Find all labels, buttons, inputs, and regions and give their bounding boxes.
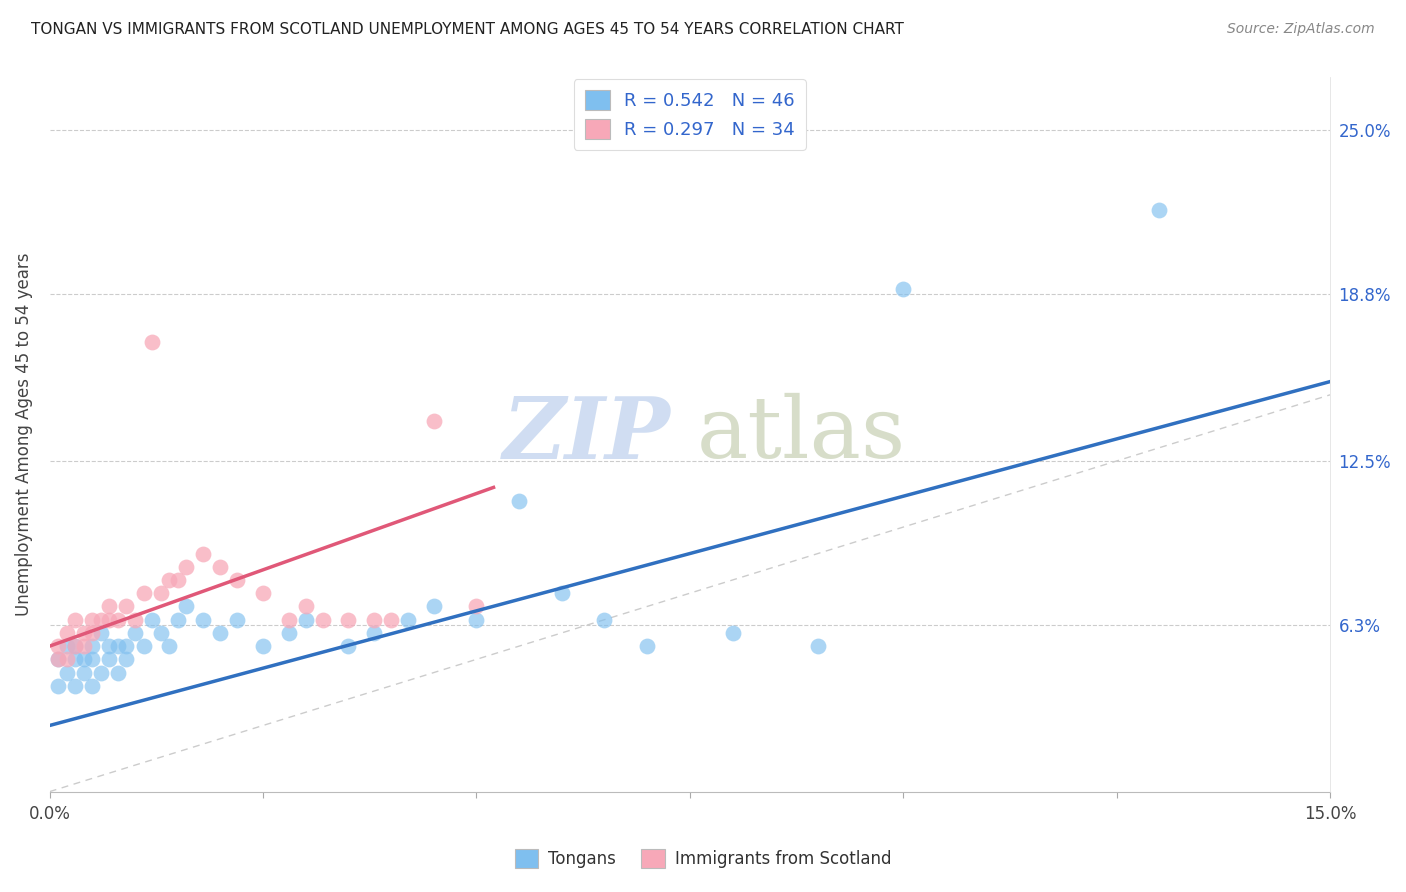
Point — [98, 652, 121, 666]
Point — [593, 613, 616, 627]
Point — [141, 613, 163, 627]
Point — [107, 639, 129, 653]
Point — [73, 665, 96, 680]
Point — [277, 613, 299, 627]
Point — [252, 639, 274, 653]
Point — [312, 613, 335, 627]
Point — [132, 639, 155, 653]
Point — [73, 626, 96, 640]
Point — [55, 665, 77, 680]
Point — [337, 613, 360, 627]
Point — [174, 559, 197, 574]
Point — [193, 613, 215, 627]
Point — [82, 613, 104, 627]
Point — [107, 665, 129, 680]
Point — [157, 639, 180, 653]
Point — [98, 599, 121, 614]
Point — [73, 652, 96, 666]
Point — [226, 573, 249, 587]
Point — [226, 613, 249, 627]
Point — [363, 626, 385, 640]
Text: TONGAN VS IMMIGRANTS FROM SCOTLAND UNEMPLOYMENT AMONG AGES 45 TO 54 YEARS CORREL: TONGAN VS IMMIGRANTS FROM SCOTLAND UNEMP… — [31, 22, 904, 37]
Point — [98, 639, 121, 653]
Point — [65, 639, 87, 653]
Text: atlas: atlas — [696, 393, 905, 476]
Point — [115, 599, 138, 614]
Point — [174, 599, 197, 614]
Point — [807, 639, 830, 653]
Point — [82, 652, 104, 666]
Point — [141, 334, 163, 349]
Point — [55, 639, 77, 653]
Point — [46, 652, 69, 666]
Point — [90, 665, 112, 680]
Point — [73, 639, 96, 653]
Point — [166, 573, 188, 587]
Point — [132, 586, 155, 600]
Point — [107, 613, 129, 627]
Point — [55, 652, 77, 666]
Point — [277, 626, 299, 640]
Point — [423, 414, 446, 428]
Point — [124, 626, 146, 640]
Point — [465, 599, 488, 614]
Point — [891, 282, 914, 296]
Point — [193, 547, 215, 561]
Point — [294, 599, 316, 614]
Point — [149, 586, 172, 600]
Text: ZIP: ZIP — [503, 392, 671, 476]
Point — [396, 613, 419, 627]
Point — [423, 599, 446, 614]
Point — [508, 493, 530, 508]
Point — [46, 639, 69, 653]
Point — [209, 626, 232, 640]
Point — [65, 639, 87, 653]
Point — [363, 613, 385, 627]
Y-axis label: Unemployment Among Ages 45 to 54 years: Unemployment Among Ages 45 to 54 years — [15, 252, 32, 616]
Point — [721, 626, 744, 640]
Point — [551, 586, 574, 600]
Point — [149, 626, 172, 640]
Point — [90, 613, 112, 627]
Point — [65, 679, 87, 693]
Point — [82, 679, 104, 693]
Point — [465, 613, 488, 627]
Point — [209, 559, 232, 574]
Point — [337, 639, 360, 653]
Point — [65, 613, 87, 627]
Point — [380, 613, 402, 627]
Point — [636, 639, 658, 653]
Point — [252, 586, 274, 600]
Point — [1149, 202, 1171, 217]
Text: Source: ZipAtlas.com: Source: ZipAtlas.com — [1227, 22, 1375, 37]
Legend: R = 0.542   N = 46, R = 0.297   N = 34: R = 0.542 N = 46, R = 0.297 N = 34 — [574, 79, 806, 150]
Point — [46, 679, 69, 693]
Point — [65, 652, 87, 666]
Point — [98, 613, 121, 627]
Point — [82, 639, 104, 653]
Point — [157, 573, 180, 587]
Point — [166, 613, 188, 627]
Point — [115, 639, 138, 653]
Point — [55, 626, 77, 640]
Point — [46, 652, 69, 666]
Point — [82, 626, 104, 640]
Point — [124, 613, 146, 627]
Point — [90, 626, 112, 640]
Point — [115, 652, 138, 666]
Legend: Tongans, Immigrants from Scotland: Tongans, Immigrants from Scotland — [509, 843, 897, 875]
Point — [294, 613, 316, 627]
